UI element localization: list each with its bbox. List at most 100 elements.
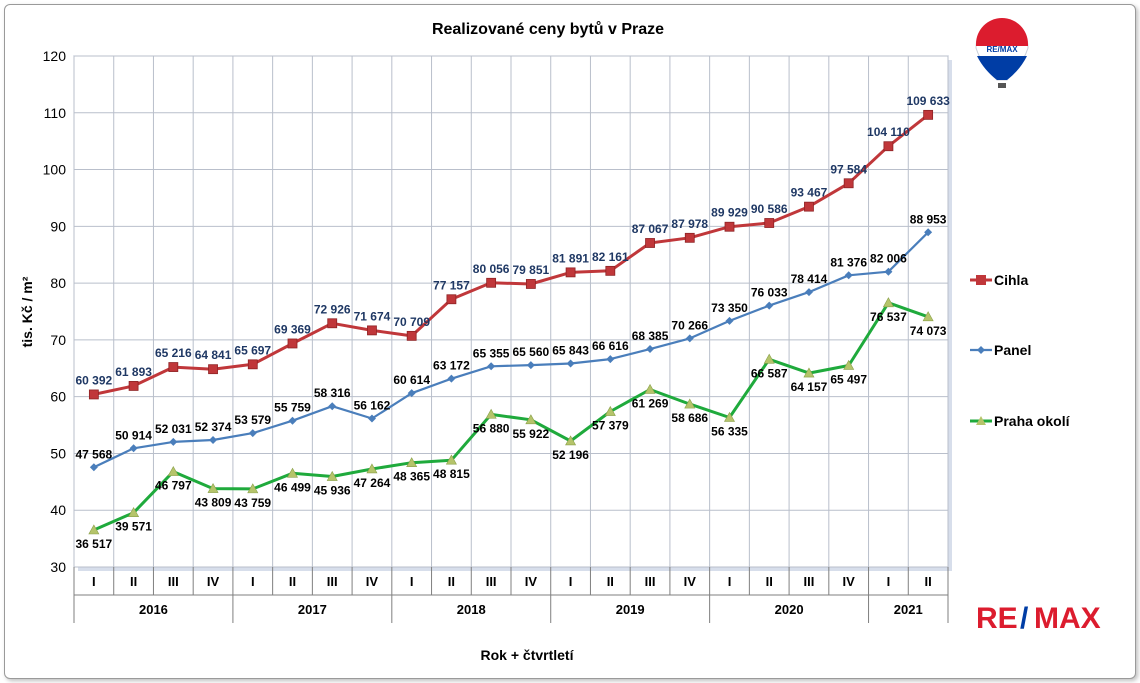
data-point <box>646 345 655 354</box>
data-point <box>89 463 98 472</box>
data-label: 61 269 <box>632 396 669 410</box>
data-label: 65 216 <box>155 346 192 360</box>
data-label: 70 709 <box>393 315 430 329</box>
year-label: 2020 <box>775 602 804 617</box>
data-label: 87 067 <box>632 222 669 236</box>
data-label: 47 264 <box>354 476 391 490</box>
year-label: 2016 <box>139 602 168 617</box>
quarter-label: IV <box>366 574 379 589</box>
y-tick-label: 120 <box>43 48 67 64</box>
quarter-label: II <box>607 574 614 589</box>
quarter-label: I <box>410 574 414 589</box>
series-line-1 <box>93 231 929 469</box>
x-axis: I II III IV I II III IV I II III IV I II III IV I II III IV… <box>73 567 949 623</box>
data-label: 66 587 <box>751 366 788 380</box>
data-label: 50 914 <box>115 428 152 442</box>
x-axis-label: Rok + čtvrtletí <box>481 647 575 663</box>
data-point <box>525 279 536 289</box>
data-label: 58 686 <box>671 411 708 425</box>
data-label: 69 369 <box>274 322 311 336</box>
quarter-label: II <box>289 574 296 589</box>
data-label: 76 537 <box>870 310 907 324</box>
data-label: 81 376 <box>830 255 867 269</box>
data-label: 73 350 <box>711 301 748 315</box>
data-point <box>644 383 656 394</box>
data-label: 53 579 <box>234 413 271 427</box>
data-point <box>843 359 855 370</box>
data-label: 71 674 <box>354 309 391 323</box>
data-point <box>922 311 934 322</box>
quarter-label: III <box>804 574 815 589</box>
series-line-2 <box>93 301 929 532</box>
y-axis-ticks: 30 40 50 60 70 80 90 100 110 120 <box>43 48 67 575</box>
y-tick-label: 100 <box>43 162 67 178</box>
data-label: 90 586 <box>751 202 788 216</box>
data-label: 97 584 <box>830 162 867 176</box>
data-label: 70 266 <box>671 318 708 332</box>
data-point <box>129 444 138 453</box>
data-point <box>407 389 416 398</box>
data-label: 61 893 <box>115 365 152 379</box>
data-point <box>486 277 497 288</box>
quarter-label: II <box>925 574 932 589</box>
data-point <box>884 267 893 276</box>
data-label: 65 355 <box>473 346 510 360</box>
data-label: 77 157 <box>433 278 470 292</box>
data-label: 74 073 <box>910 324 947 338</box>
data-label: 46 797 <box>155 479 192 493</box>
legend-marker <box>977 346 985 354</box>
data-point <box>208 364 218 375</box>
data-point <box>248 429 257 438</box>
data-point <box>286 467 299 478</box>
data-label: 88 953 <box>910 212 947 226</box>
quarter-label: III <box>645 574 656 589</box>
data-label: 72 926 <box>314 302 351 316</box>
data-label: 81 891 <box>552 251 589 265</box>
grid <box>73 55 949 568</box>
data-point <box>366 463 378 474</box>
data-point <box>326 470 338 481</box>
data-point <box>167 466 179 476</box>
legend: Cihla Panel Praha okolí <box>970 272 1071 429</box>
data-label: 65 843 <box>552 343 589 357</box>
data-point <box>924 228 933 237</box>
data-label: 109 633 <box>906 94 950 108</box>
data-point <box>447 374 456 383</box>
data-point <box>684 232 695 243</box>
data-point <box>287 338 298 349</box>
legend-entry: Cihla <box>994 272 1028 288</box>
data-point <box>445 454 457 465</box>
data-label: 52 031 <box>155 422 192 436</box>
series-markers <box>88 109 934 535</box>
data-label: 55 759 <box>274 401 311 415</box>
quarter-label: III <box>168 574 179 589</box>
data-label: 47 568 <box>76 447 113 461</box>
logo-re: RE <box>976 602 1018 634</box>
data-point <box>844 271 853 280</box>
data-label: 36 517 <box>76 537 113 551</box>
data-point <box>367 414 376 423</box>
series-line-0 <box>93 113 930 396</box>
data-point <box>247 483 259 494</box>
y-tick-label: 80 <box>50 275 66 291</box>
data-label: 82 161 <box>592 250 629 264</box>
data-point <box>685 334 694 343</box>
data-point <box>723 411 736 422</box>
data-label: 56 335 <box>711 424 748 438</box>
y-tick-label: 40 <box>50 502 66 518</box>
data-label: 46 499 <box>274 480 311 494</box>
y-tick-label: 50 <box>50 445 66 461</box>
data-point <box>882 297 894 308</box>
data-label: 43 809 <box>195 496 232 510</box>
quarter-label: I <box>728 574 732 589</box>
y-tick-label: 110 <box>44 105 67 121</box>
data-label: 60 614 <box>393 373 430 387</box>
data-point <box>606 355 615 364</box>
data-label: 56 880 <box>473 421 510 435</box>
quarter-label: II <box>448 574 455 589</box>
data-point <box>645 238 655 248</box>
data-point <box>923 109 934 120</box>
legend-entry: Panel <box>994 342 1031 358</box>
data-label: 89 929 <box>711 206 748 220</box>
